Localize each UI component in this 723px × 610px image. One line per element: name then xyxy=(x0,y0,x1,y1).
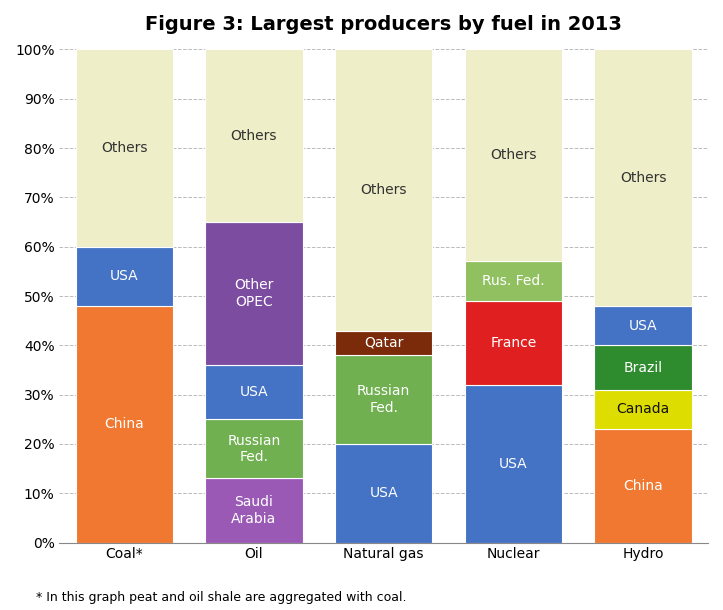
Text: Brazil: Brazil xyxy=(623,361,663,375)
Text: Other
OPEC: Other OPEC xyxy=(234,278,273,309)
Text: Others: Others xyxy=(231,129,277,143)
Bar xyxy=(594,49,692,306)
Bar xyxy=(465,385,562,542)
Text: Canada: Canada xyxy=(617,403,669,417)
Bar xyxy=(335,49,432,331)
Text: Qatar: Qatar xyxy=(364,336,403,350)
Text: USA: USA xyxy=(239,385,268,399)
Text: USA: USA xyxy=(499,457,528,471)
Bar xyxy=(594,345,692,390)
Text: Saudi
Arabia: Saudi Arabia xyxy=(231,495,277,526)
Bar xyxy=(205,365,303,419)
Bar xyxy=(335,331,432,355)
Text: France: France xyxy=(490,336,536,350)
Bar xyxy=(594,390,692,429)
Bar xyxy=(76,246,173,306)
Bar xyxy=(335,444,432,542)
Bar xyxy=(335,355,432,444)
Text: Rus. Fed.: Rus. Fed. xyxy=(482,274,544,288)
Bar xyxy=(205,478,303,542)
Bar xyxy=(465,49,562,262)
Text: China: China xyxy=(623,479,663,493)
Text: * In this graph peat and oil shale are aggregated with coal.: * In this graph peat and oil shale are a… xyxy=(36,591,406,604)
Bar xyxy=(205,222,303,365)
Text: USA: USA xyxy=(110,269,139,283)
Bar xyxy=(76,49,173,246)
Bar xyxy=(205,49,303,222)
Text: Others: Others xyxy=(101,141,147,155)
Text: USA: USA xyxy=(369,486,398,500)
Bar xyxy=(465,262,562,301)
Text: Others: Others xyxy=(620,171,667,185)
Bar xyxy=(594,429,692,542)
Title: Figure 3: Largest producers by fuel in 2013: Figure 3: Largest producers by fuel in 2… xyxy=(145,15,622,34)
Text: Others: Others xyxy=(490,148,536,162)
Bar xyxy=(594,306,692,345)
Text: Russian
Fed.: Russian Fed. xyxy=(357,384,411,415)
Bar xyxy=(465,301,562,385)
Bar xyxy=(205,419,303,478)
Text: USA: USA xyxy=(629,318,657,332)
Text: Russian
Fed.: Russian Fed. xyxy=(227,434,281,464)
Text: Others: Others xyxy=(361,183,407,197)
Bar xyxy=(76,306,173,542)
Text: China: China xyxy=(104,417,144,431)
